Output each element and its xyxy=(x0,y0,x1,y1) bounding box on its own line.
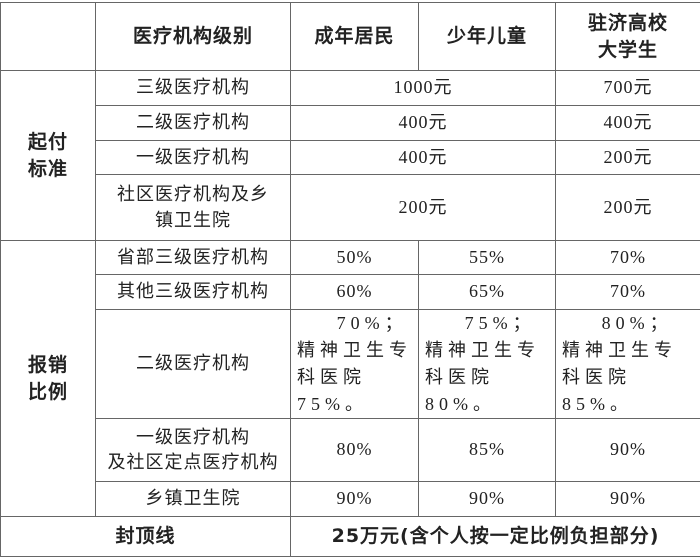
value-cell: 60% xyxy=(291,275,419,310)
value-cell: 70% xyxy=(556,241,700,275)
cell-line: 大学生 xyxy=(560,37,696,64)
level-cell: 其他三级医疗机构 xyxy=(96,275,291,310)
value-cell: 70% xyxy=(556,275,700,310)
cell-line: 镇卫生院 xyxy=(100,208,286,233)
header-cell: 驻济高校大学生 xyxy=(556,3,700,71)
header-cell: 成年居民 xyxy=(291,3,419,71)
level-cell: 一级医疗机构及社区定点医疗机构 xyxy=(96,419,291,482)
level-cell: 一级医疗机构 xyxy=(96,141,291,175)
value-cell: 400元 xyxy=(291,106,556,141)
value-cell: 400元 xyxy=(556,106,700,141)
value-cell: 90% xyxy=(556,419,700,482)
level-cell: 乡镇卫生院 xyxy=(96,482,291,517)
cell-line: 成年居民 xyxy=(295,23,414,50)
value-cell: 200元 xyxy=(556,141,700,175)
footer-cell: 封顶线 xyxy=(1,517,291,557)
value-cell: 85% xyxy=(419,419,556,482)
cell-line: 一级医疗机构 xyxy=(100,145,286,170)
header-row: 医疗机构级别成年居民少年儿童驻济高校大学生 xyxy=(1,3,700,71)
cell-line: 其他三级医疗机构 xyxy=(100,279,286,304)
value-cell: 90% xyxy=(291,482,419,517)
cell-line: 二级医疗机构 xyxy=(100,110,286,135)
value-cell: 55% xyxy=(419,241,556,275)
level-cell: 三级医疗机构 xyxy=(96,71,291,106)
cell-line: 医疗机构级别 xyxy=(100,23,286,50)
section-label: 起付标准 xyxy=(1,71,96,241)
corner-cell xyxy=(1,3,96,71)
value-cell: 200元 xyxy=(291,175,556,241)
cell-line: 三级医疗机构 xyxy=(100,75,286,100)
value-cell: 65% xyxy=(419,275,556,310)
cell-line: 省部三级医疗机构 xyxy=(100,245,286,270)
cell-line: 标准 xyxy=(5,156,91,183)
cell-line: 一级医疗机构 xyxy=(100,425,286,450)
footer-cell: 25万元(含个人按一定比例负担部分) xyxy=(291,517,700,557)
header-cell: 医疗机构级别 xyxy=(96,3,291,71)
section-label: 报销比例 xyxy=(1,241,96,517)
value-cell: 400元 xyxy=(291,141,556,175)
value-cell: 70%；精神卫生专科医院75%。 xyxy=(291,310,419,419)
cell-line: 报销 xyxy=(5,352,91,379)
header-cell: 少年儿童 xyxy=(419,3,556,71)
cell-line: 二级医疗机构 xyxy=(100,351,286,376)
value-cell: 75%；精神卫生专科医院80%。 xyxy=(419,310,556,419)
value-cell: 200元 xyxy=(556,175,700,241)
cell-line: 少年儿童 xyxy=(423,23,551,50)
cell-line: 社区医疗机构及乡 xyxy=(100,182,286,207)
level-cell: 省部三级医疗机构 xyxy=(96,241,291,275)
cell-line: 及社区定点医疗机构 xyxy=(100,450,286,475)
value-cell: 700元 xyxy=(556,71,700,106)
table-header: 医疗机构级别成年居民少年儿童驻济高校大学生 xyxy=(1,3,700,71)
value-cell: 80% xyxy=(291,419,419,482)
value-cell: 80%；精神卫生专科医院85%。 xyxy=(556,310,700,419)
value-cell: 90% xyxy=(419,482,556,517)
level-cell: 社区医疗机构及乡镇卫生院 xyxy=(96,175,291,241)
cell-line: 起付 xyxy=(5,129,91,156)
value-cell: 50% xyxy=(291,241,419,275)
cell-line: 比例 xyxy=(5,379,91,406)
cell-line: 驻济高校 xyxy=(560,10,696,37)
value-cell: 90% xyxy=(556,482,700,517)
level-cell: 二级医疗机构 xyxy=(96,310,291,419)
level-cell: 二级医疗机构 xyxy=(96,106,291,141)
cell-line: 乡镇卫生院 xyxy=(100,486,286,511)
value-cell: 1000元 xyxy=(291,71,556,106)
